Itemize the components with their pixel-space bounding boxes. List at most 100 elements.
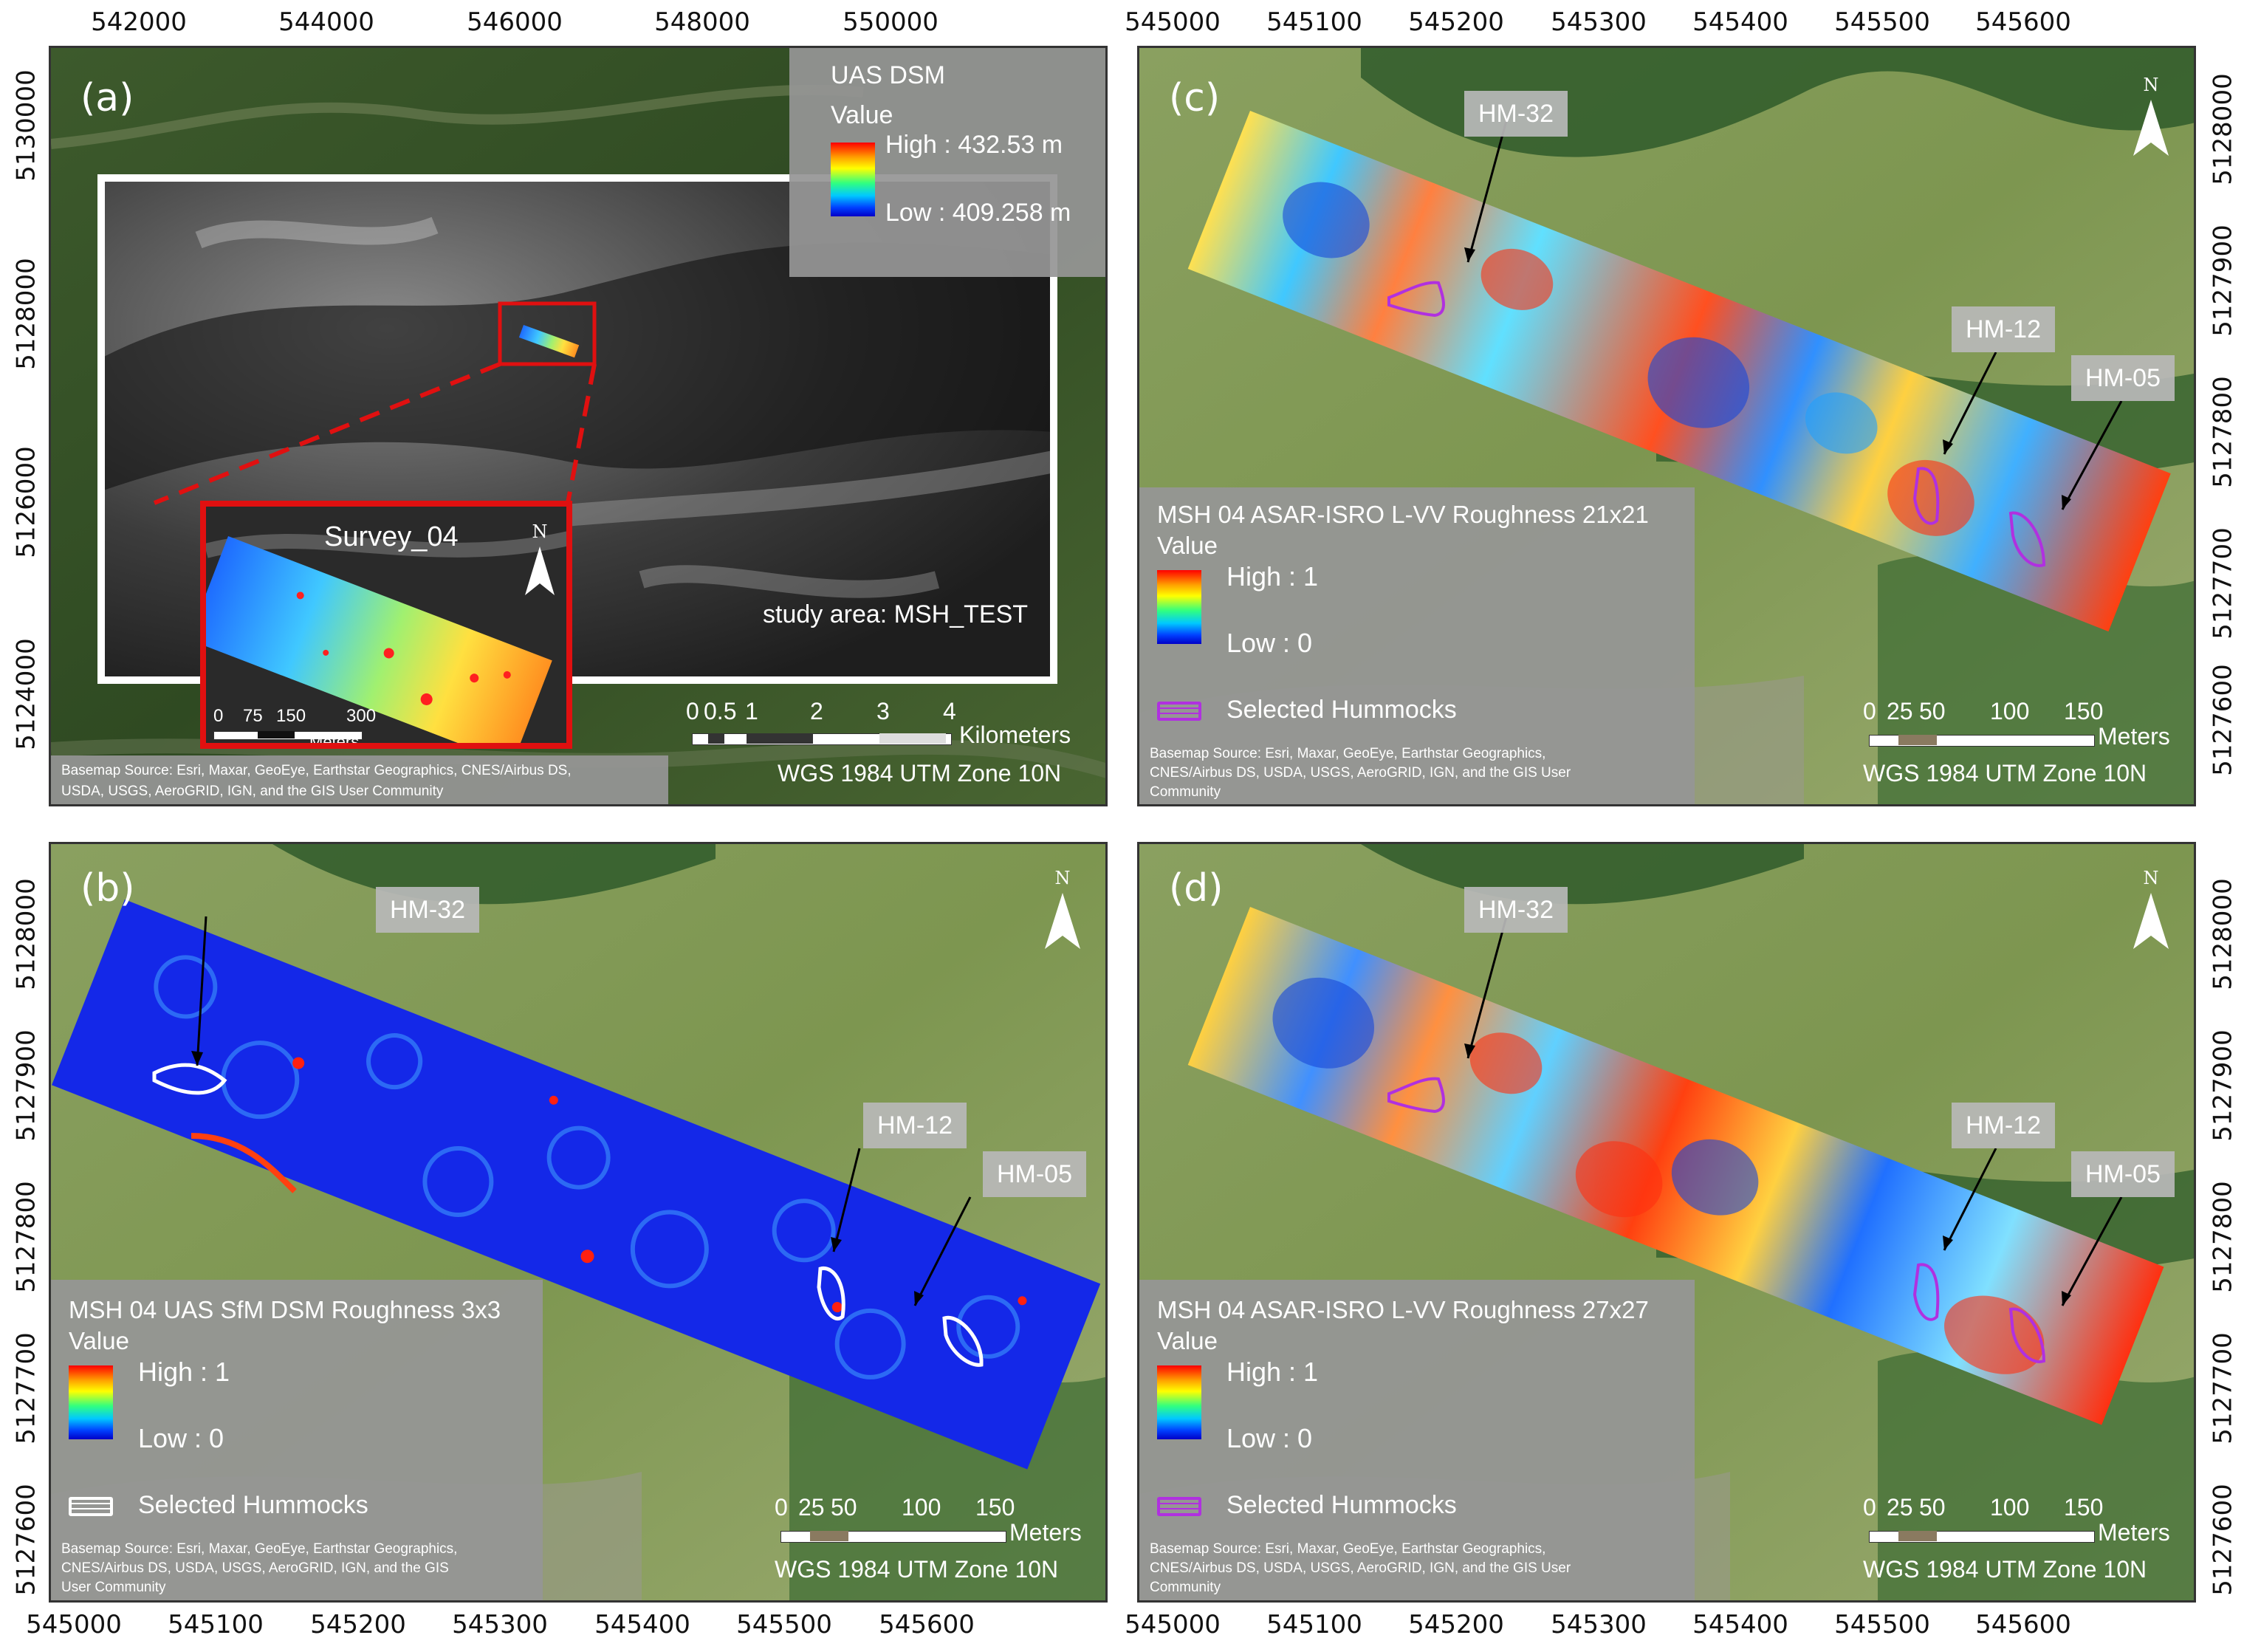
inset-title: Survey_04 [324, 521, 459, 552]
scale-tick: 150 [975, 1494, 1015, 1521]
basemap-credit-line: User Community [61, 1580, 166, 1595]
tick-label: 545100 [1266, 7, 1362, 37]
inset-scale-unit: Meters [309, 733, 360, 749]
basemap-credit-line: Basemap Source: Esri, Maxar, GeoEye, Ear… [61, 1541, 458, 1557]
tick-label: 545400 [594, 1610, 690, 1639]
tick-label: 545000 [1125, 1610, 1221, 1639]
tick-label: 545200 [310, 1610, 406, 1639]
panel-c-map: (c) HM-32 HM-12 HM-05 N MSH 04 ASAR-ISRO… [1137, 46, 2196, 806]
tick-label: 5127900 [2208, 1029, 2238, 1142]
north-arrow-icon: N [1039, 868, 1086, 949]
crs-label: WGS 1984 UTM Zone 10N [1863, 1556, 2147, 1583]
tick-label: 544000 [278, 7, 374, 37]
tick-label: 5127700 [2208, 527, 2238, 640]
legend-box: MSH 04 ASAR-ISRO L-VV Roughness 27x27 Va… [1139, 1280, 1695, 1600]
scale-tick: 0 [686, 698, 699, 724]
tick-label: 5127900 [2208, 225, 2238, 337]
crs-label: WGS 1984 UTM Zone 10N [778, 760, 1062, 786]
tick-label: 550000 [843, 7, 939, 37]
north-arrow-icon: N [2127, 75, 2175, 156]
crs-label: WGS 1984 UTM Zone 10N [775, 1556, 1059, 1583]
panel-label: (c) [1169, 76, 1221, 120]
tick-label: 545300 [1551, 1610, 1647, 1639]
legend-high: High : 1 [138, 1357, 230, 1387]
scale-tick: 25 [1887, 698, 1913, 724]
crs-label: WGS 1984 UTM Zone 10N [1863, 760, 2147, 786]
legend-box: MSH 04 ASAR-ISRO L-VV Roughness 21x21 Va… [1139, 487, 1695, 804]
scale-tick: 0 [1863, 698, 1876, 724]
scale-tick: 1 [745, 698, 758, 724]
basemap-credit-line: Community [1150, 1580, 1221, 1595]
legend-value-label: Value [831, 101, 893, 129]
legend-low: Low : 0 [1226, 628, 1313, 658]
scale-tick: 4 [943, 698, 956, 724]
legend-high: High : 1 [1226, 561, 1319, 592]
legend-hummocks: Selected Hummocks [1226, 696, 1457, 724]
tick-label: 545600 [1975, 7, 2071, 37]
tick-label: 545400 [1692, 1610, 1788, 1639]
legend-box: MSH 04 UAS SfM DSM Roughness 3x3 Value H… [51, 1280, 543, 1600]
tick-label: 545300 [1551, 7, 1647, 37]
basemap-credit-line: Basemap Source: Esri, Maxar, GeoEye, Ear… [61, 763, 572, 778]
callout-hm05: HM-05 [2071, 355, 2175, 401]
inset-scale-0: 0 [213, 706, 224, 726]
tick-label: 545400 [1692, 7, 1788, 37]
hummock-legend-swatch [1157, 702, 1201, 721]
tick-label: 5127600 [2208, 664, 2238, 776]
panel-d-map: (d) HM-32 HM-12 HM-05 N MSH 04 ASAR-ISRO… [1137, 842, 2196, 1603]
scale-unit: Meters [1009, 1519, 1082, 1546]
inset-dem [206, 507, 566, 743]
north-letter: N [1054, 868, 1071, 888]
tick-label: 545300 [452, 1610, 548, 1639]
inset-scale-150: 150 [276, 706, 306, 726]
tick-label: 542000 [91, 7, 187, 37]
panel-label: (b) [80, 866, 135, 911]
hummock-legend-swatch [69, 1497, 113, 1516]
legend-hummocks: Selected Hummocks [1226, 1491, 1457, 1519]
north-letter: N [532, 521, 548, 542]
hummock-hm32 [1387, 281, 1445, 318]
north-arrow-shape [525, 546, 555, 595]
basemap-credit: Basemap Source: Esri, Maxar, GeoEye, Ear… [51, 755, 668, 804]
tick-label: 5128000 [11, 258, 41, 370]
scale-tick: 3 [876, 698, 890, 724]
tick-label: 5126000 [11, 446, 41, 558]
legend-low: Low : 409.258 m [885, 199, 1071, 227]
basemap-credit-line: CNES/Airbus DS, USDA, USGS, AeroGRID, IG… [1150, 1560, 1571, 1576]
callout-hm05: HM-05 [983, 1151, 1086, 1197]
north-arrow-shape [1045, 893, 1080, 949]
callout-hm32: HM-32 [376, 887, 479, 933]
scale-tick: 50 [1919, 1494, 1946, 1521]
legend-title: UAS DSM [831, 61, 945, 89]
scale-tick: 50 [831, 1494, 857, 1521]
tick-label: 5127900 [11, 1029, 41, 1142]
tick-label: 5124000 [11, 638, 41, 750]
legend-value-label: Value [1157, 532, 1218, 559]
inset-scale-75: 75 [243, 706, 263, 726]
tick-label: 5127700 [11, 1332, 41, 1444]
tick-label: 545000 [1125, 7, 1221, 37]
legend-high: High : 432.53 m [885, 131, 1063, 159]
tick-label: 548000 [654, 7, 750, 37]
north-arrow-shape [2133, 100, 2169, 156]
tick-label: 545500 [1834, 1610, 1930, 1639]
scale-unit: Kilometers [959, 722, 1071, 748]
basemap-credit-line: USDA, USGS, AeroGRID, IGN, and the GIS U… [61, 784, 444, 799]
tick-label: 5127700 [2208, 1332, 2238, 1444]
legend-value-label: Value [69, 1327, 129, 1354]
legend-high: High : 1 [1226, 1357, 1319, 1387]
tick-label: 5128000 [2208, 878, 2238, 990]
scale-tick: 100 [1990, 1494, 2030, 1521]
tick-label: 5128000 [2208, 73, 2238, 185]
callout-hm32: HM-32 [1464, 887, 1568, 933]
inset-scale-300: 300 [346, 706, 377, 726]
tick-label: 545000 [26, 1610, 122, 1639]
panel-b-map: (b) HM-32 HM-12 HM-05 N MSH 04 UAS SfM D… [49, 842, 1108, 1603]
north-arrow-icon: N [516, 521, 563, 603]
tick-label: 545600 [1975, 1610, 2071, 1639]
tick-label: 545100 [1266, 1610, 1362, 1639]
legend-title: MSH 04 UAS SfM DSM Roughness 3x3 [69, 1296, 501, 1323]
inset-frame: Survey_04 N 0 75 150 300 Meters [200, 501, 572, 749]
scale-tick: 150 [2064, 1494, 2104, 1521]
north-letter: N [2143, 75, 2159, 95]
